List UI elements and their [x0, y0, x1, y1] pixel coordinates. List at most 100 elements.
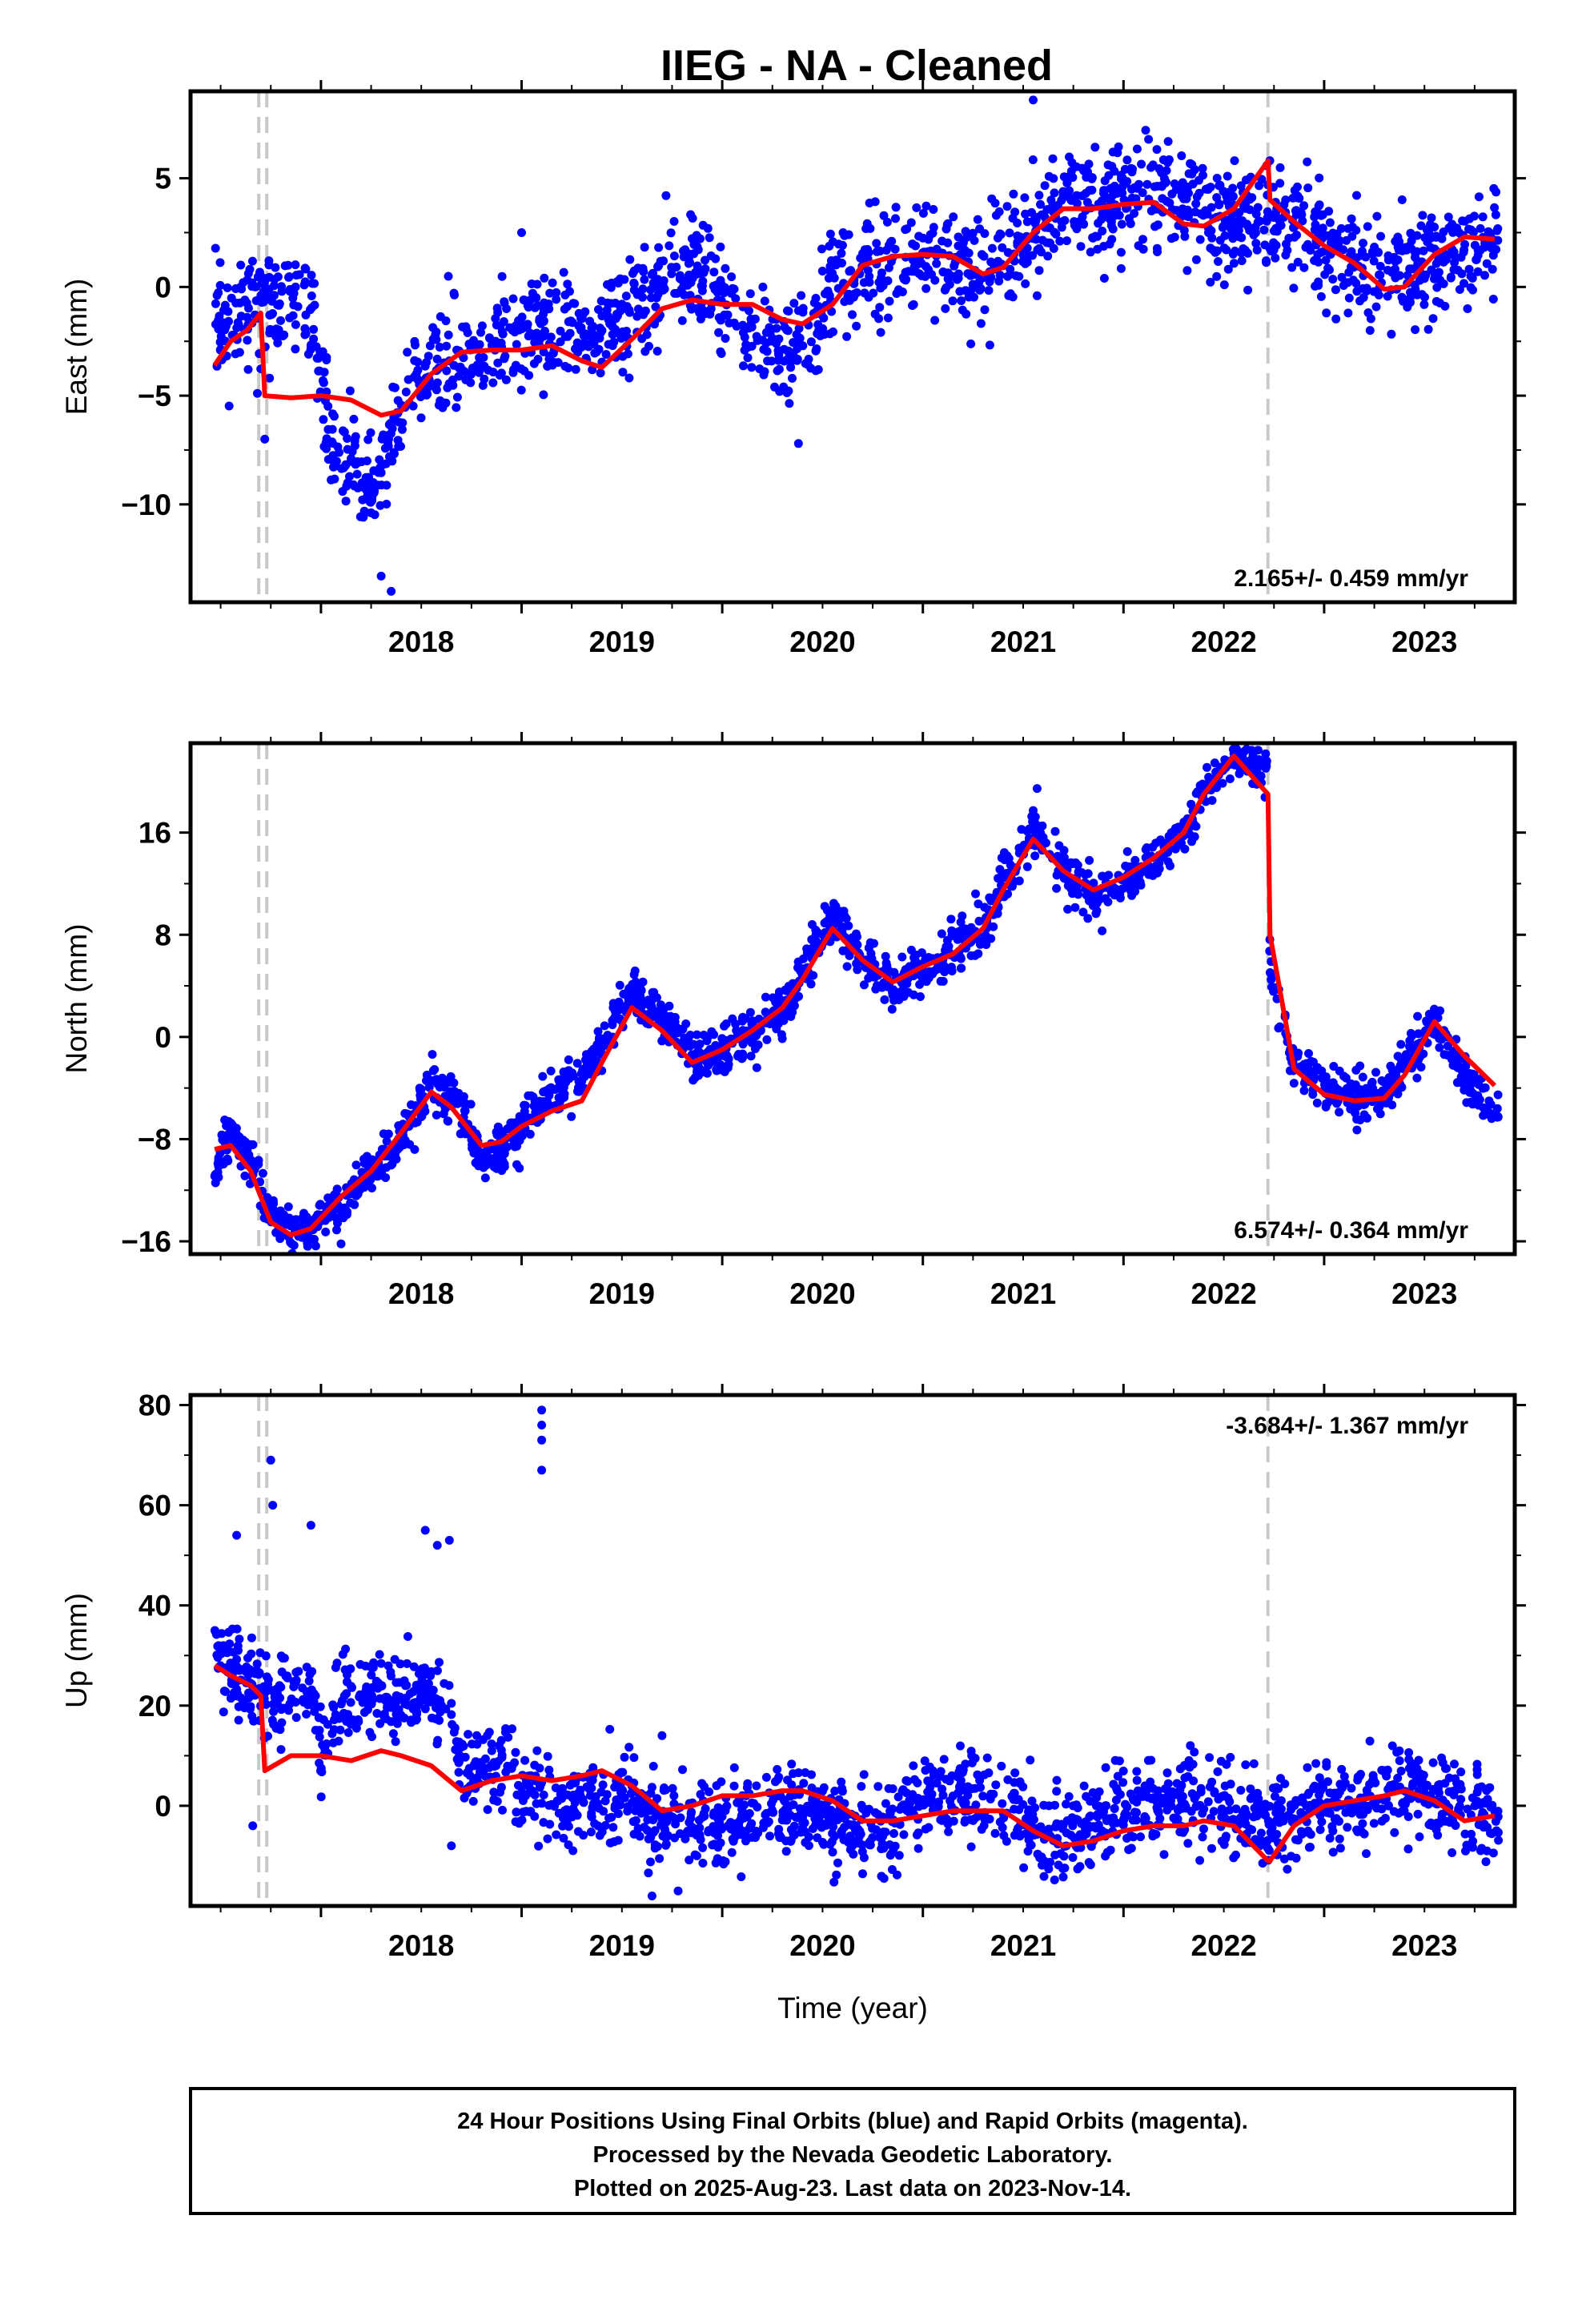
data-point [1141, 126, 1150, 135]
data-point [1253, 746, 1263, 755]
data-point [1478, 212, 1488, 222]
data-point [1298, 216, 1307, 226]
data-point [284, 1706, 293, 1715]
outlier-point [220, 1116, 230, 1124]
data-point [1228, 191, 1238, 201]
data-point [540, 273, 549, 283]
data-point [693, 1030, 701, 1039]
data-point [291, 344, 300, 354]
data-point [740, 345, 749, 355]
data-point [556, 326, 565, 336]
data-point [1359, 1829, 1369, 1839]
data-point [1177, 838, 1186, 848]
data-point [1108, 224, 1118, 234]
data-point [215, 1644, 225, 1654]
data-point [1460, 1829, 1470, 1839]
data-point [658, 1015, 668, 1025]
data-point [488, 368, 498, 377]
data-point [879, 211, 889, 220]
data-point [716, 1064, 725, 1074]
data-point [1439, 1050, 1449, 1059]
data-point [243, 364, 253, 374]
data-point [608, 341, 617, 351]
data-point [1071, 162, 1081, 171]
data-point [909, 1761, 918, 1771]
data-point [652, 347, 662, 356]
data-point [625, 255, 635, 264]
data-point [646, 285, 656, 295]
data-point [811, 925, 821, 935]
data-point [530, 338, 540, 348]
data-point [600, 1021, 609, 1031]
data-point [692, 231, 701, 240]
data-point [1214, 257, 1223, 266]
data-point [1355, 1061, 1365, 1071]
data-point [559, 267, 568, 277]
data-point [777, 1034, 787, 1043]
data-point [987, 243, 997, 253]
data-point [243, 312, 252, 322]
data-point [603, 279, 612, 289]
data-point [1057, 195, 1066, 205]
data-point [1325, 218, 1335, 227]
data-point [468, 364, 477, 373]
data-point [352, 469, 362, 479]
data-point [811, 293, 821, 303]
data-point [1488, 295, 1498, 304]
data-point [1116, 247, 1126, 257]
data-point [760, 296, 769, 306]
data-point [413, 357, 423, 367]
data-point [492, 320, 501, 330]
data-point [956, 954, 966, 963]
data-point [1447, 1848, 1457, 1857]
data-point [1167, 189, 1177, 199]
data-point [660, 284, 669, 294]
data-point [872, 247, 881, 256]
data-point [1215, 181, 1224, 191]
data-point [1335, 1108, 1344, 1117]
data-point [402, 1109, 412, 1119]
data-point [1182, 205, 1192, 215]
data-point [416, 1091, 425, 1100]
data-point [1275, 163, 1285, 172]
data-point [1358, 1072, 1367, 1082]
data-point [577, 1076, 587, 1086]
data-point [752, 1781, 761, 1791]
data-point [574, 1087, 584, 1096]
data-point [811, 366, 821, 376]
y-tick-label: 5 [155, 163, 171, 195]
data-point [407, 1100, 416, 1109]
data-point [375, 1171, 384, 1180]
data-point [511, 321, 520, 331]
data-point [632, 312, 642, 321]
data-point [737, 1016, 747, 1026]
data-point [1304, 1049, 1313, 1058]
data-point [942, 942, 951, 951]
data-point [363, 435, 373, 444]
data-point [270, 275, 279, 284]
data-point [705, 1787, 714, 1796]
data-point [1182, 266, 1192, 275]
data-point [556, 1097, 564, 1106]
data-point [865, 223, 875, 233]
data-point [1363, 222, 1372, 231]
data-point [752, 332, 761, 341]
data-point [510, 1142, 520, 1152]
data-point [501, 375, 511, 384]
data-point [1470, 211, 1479, 221]
data-point [235, 283, 245, 292]
data-point [885, 296, 894, 306]
data-point [1411, 325, 1420, 335]
data-point [403, 348, 412, 357]
data-point [1407, 1031, 1416, 1041]
data-point [745, 289, 755, 299]
data-point [926, 1778, 935, 1787]
data-point [1484, 1096, 1494, 1106]
data-point [314, 353, 323, 363]
data-point [893, 1870, 901, 1880]
data-point [545, 288, 555, 298]
data-point [529, 359, 539, 368]
data-point [690, 1073, 700, 1083]
data-point [1126, 163, 1136, 173]
